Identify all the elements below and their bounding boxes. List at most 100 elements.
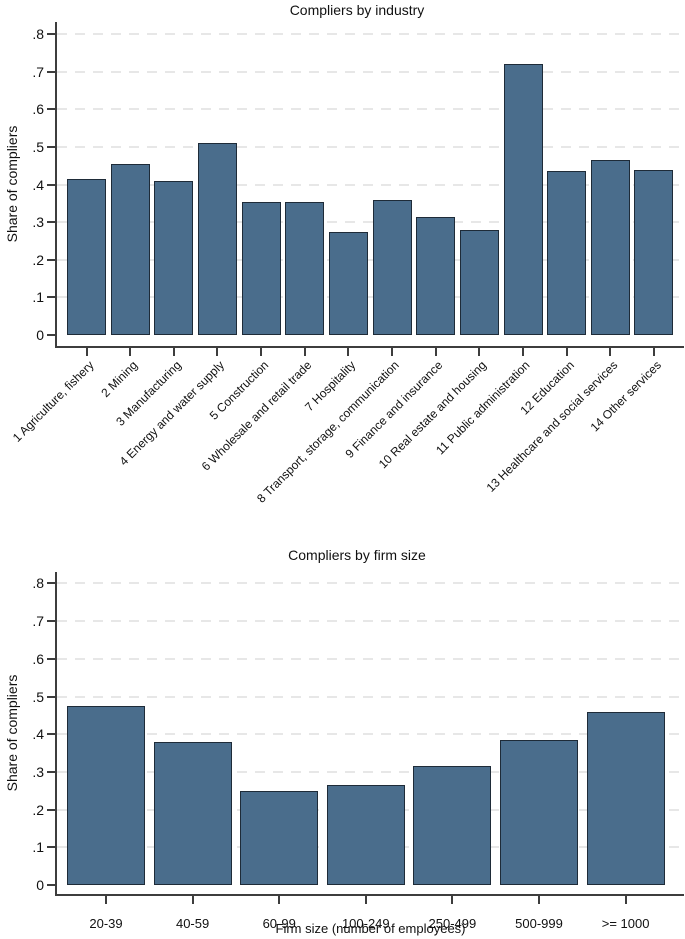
bar-industry-10 — [459, 229, 499, 335]
x-category-label: 20-39 — [89, 916, 123, 931]
y-tick-label: .6 — [32, 650, 44, 667]
y-tick-mark — [47, 884, 55, 886]
y-tick-mark — [47, 770, 55, 773]
x-tick-mark — [609, 348, 612, 356]
x-category-label: 250-499 — [428, 916, 477, 931]
x-category-label: 60-99 — [262, 916, 296, 931]
y-tick-mark — [47, 657, 55, 660]
bar-industry-14 — [634, 169, 674, 335]
bar-industry-12 — [547, 171, 587, 335]
x-tick-mark — [624, 896, 627, 904]
y-tick-mark — [47, 846, 55, 849]
bar-firm-size-1 — [67, 705, 145, 885]
industry-chart: Compliers by industry Share of compliers… — [4, 2, 684, 506]
x-tick-mark — [129, 348, 132, 356]
gridline-.8 — [57, 582, 684, 585]
y-tick-label: .4 — [32, 726, 44, 743]
x-tick-mark — [172, 348, 175, 356]
x-tick-mark — [652, 348, 655, 356]
x-tick-mark — [347, 348, 350, 356]
bar-firm-size-7 — [586, 711, 665, 885]
x-tick-mark — [391, 348, 394, 356]
x-tick-mark — [478, 348, 481, 356]
bar-industry-7 — [328, 231, 368, 335]
y-tick-label: .4 — [32, 176, 44, 193]
x-tick-mark — [565, 348, 568, 356]
x-tick-mark — [451, 896, 454, 904]
firm-size-chart: Compliers by firm size Share of complier… — [0, 545, 685, 939]
x-tick-mark — [216, 348, 219, 356]
gridline-.5 — [57, 146, 684, 148]
x-tick-mark — [538, 896, 540, 904]
firm-size-x-axis-title: Firm size (number of employees) — [275, 921, 466, 936]
y-tick-mark — [47, 183, 55, 186]
y-tick-label: .2 — [32, 251, 44, 268]
firm-size-plot-area — [47, 572, 684, 904]
firm-size-x-axis-line — [55, 894, 684, 896]
bar-industry-13 — [590, 160, 630, 335]
y-tick-label: .8 — [32, 575, 44, 592]
x-tick-mark — [85, 348, 88, 356]
y-tick-mark — [47, 733, 55, 736]
x-category-label: 40-59 — [175, 916, 210, 931]
bar-industry-8 — [372, 199, 412, 335]
x-tick-mark — [522, 348, 524, 356]
y-tick-label: .7 — [32, 613, 44, 630]
x-tick-mark — [303, 348, 306, 356]
x-tick-mark — [260, 348, 263, 356]
x-tick-mark — [191, 896, 194, 904]
gridline-.4 — [57, 733, 684, 736]
x-category-label: 500-999 — [515, 916, 563, 931]
bar-industry-1 — [67, 178, 106, 335]
x-tick-mark — [364, 896, 367, 904]
y-tick-label: .3 — [32, 214, 44, 231]
y-tick-label: .1 — [32, 289, 44, 306]
bar-industry-4 — [197, 143, 237, 335]
gridline-.3 — [57, 221, 684, 224]
y-tick-label: .6 — [32, 101, 44, 118]
y-tick-label: 0 — [36, 877, 44, 893]
y-tick-mark — [47, 695, 55, 698]
gridline-.3 — [57, 770, 684, 773]
y-tick-mark — [47, 70, 55, 73]
y-tick-mark — [47, 620, 55, 623]
bar-industry-9 — [416, 216, 456, 335]
x-tick-mark — [434, 348, 437, 356]
y-tick-mark — [47, 258, 55, 261]
y-tick-label: .2 — [32, 801, 44, 818]
y-tick-label: .5 — [32, 139, 44, 155]
bar-firm-size-4 — [326, 785, 405, 885]
bar-firm-size-2 — [153, 741, 232, 885]
y-tick-label: .1 — [32, 839, 44, 856]
bar-industry-2 — [110, 163, 150, 335]
y-tick-mark — [47, 808, 55, 811]
industry-chart-title: Compliers by industry — [289, 2, 425, 18]
y-tick-mark — [47, 146, 55, 148]
x-tick-mark — [105, 896, 107, 904]
firm-size-chart-title: Compliers by firm size — [288, 547, 426, 563]
gridline-.4 — [57, 183, 684, 186]
y-tick-label: 0 — [36, 327, 44, 343]
y-tick-label: .3 — [32, 763, 44, 780]
y-tick-mark — [47, 221, 55, 224]
y-tick-mark — [47, 582, 55, 585]
bar-firm-size-3 — [240, 790, 319, 885]
gridline-.7 — [57, 620, 684, 623]
x-category-label: 1 Agriculture, fishery — [9, 358, 97, 445]
x-category-label: >= 1000 — [601, 916, 650, 931]
y-tick-mark — [47, 108, 55, 111]
bar-industry-6 — [285, 201, 325, 335]
gridline-.6 — [57, 108, 684, 111]
gridline-.6 — [57, 657, 684, 660]
y-tick-label: .5 — [32, 688, 44, 705]
y-tick-label: .7 — [32, 63, 44, 80]
gridline-.2 — [57, 258, 684, 261]
industry-plot-area — [47, 22, 684, 356]
y-tick-mark — [47, 334, 55, 336]
y-tick-mark — [47, 296, 55, 299]
y-tick-label: .8 — [32, 26, 44, 43]
industry-x-axis-line — [55, 346, 684, 348]
bar-firm-size-5 — [413, 766, 492, 885]
gridline-.1 — [57, 296, 684, 299]
